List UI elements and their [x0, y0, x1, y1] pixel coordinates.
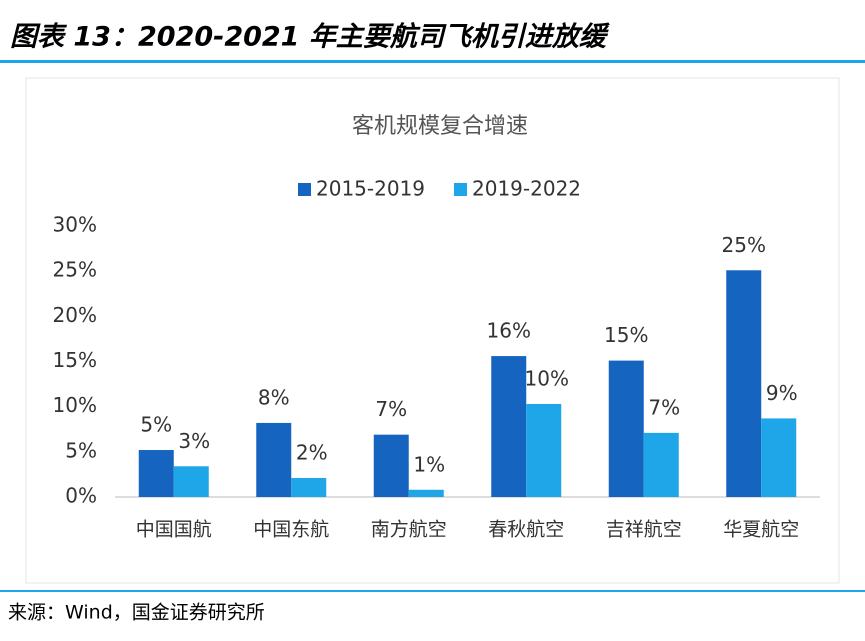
bar	[608, 360, 644, 497]
bar	[726, 270, 762, 497]
x-tick-label: 中国东航	[253, 519, 329, 541]
bar	[643, 432, 679, 497]
bar	[138, 450, 174, 497]
y-tick-label: 30%	[53, 213, 97, 237]
data-label: 16%	[487, 319, 531, 343]
data-label: 8%	[258, 385, 290, 409]
data-label: 9%	[766, 381, 798, 405]
y-tick-label: 10%	[53, 393, 97, 417]
x-tick-label: 春秋航空	[488, 519, 564, 541]
data-label: 1%	[413, 452, 445, 476]
y-tick-label: 5%	[65, 438, 97, 462]
bar	[761, 418, 797, 497]
bar	[256, 422, 292, 497]
legend-label: 2015-2019	[316, 177, 425, 201]
bar	[526, 403, 562, 497]
data-label: 10%	[525, 366, 569, 390]
x-tick-label: 吉祥航空	[606, 519, 682, 541]
plot: 0% 5% 10% 15% 20% 25% 30% 2015-2019 2019-2022 中国国…	[53, 177, 820, 541]
y-tick-label: 0%	[65, 484, 97, 508]
bar	[408, 489, 444, 497]
header-rule	[0, 60, 865, 63]
x-tick-label: 华夏航空	[723, 519, 799, 541]
source-note: 来源：Wind，国金证券研究所	[8, 602, 265, 624]
data-label: 5%	[140, 413, 172, 437]
data-label: 15%	[604, 323, 648, 347]
y-tick-label: 15%	[53, 348, 97, 372]
legend-swatch	[454, 183, 467, 196]
chart-frame	[25, 77, 840, 584]
data-label: 25%	[722, 233, 766, 257]
x-tick-label: 中国国航	[136, 519, 212, 541]
chart-title: 客机规模复合增速	[352, 114, 528, 139]
bar	[373, 434, 409, 497]
x-tick-label: 南方航空	[371, 519, 447, 541]
y-tick-label: 25%	[53, 258, 97, 282]
y-tick-label: 20%	[53, 303, 97, 327]
legend-swatch	[298, 183, 311, 196]
bar	[291, 478, 327, 497]
bar	[491, 356, 527, 497]
legend-label: 2019-2022	[472, 177, 581, 201]
data-label: 3%	[178, 429, 210, 453]
data-label: 7%	[375, 397, 407, 421]
bar	[173, 466, 209, 497]
data-label: 7%	[648, 395, 680, 419]
header-title: 图表 13：2020-2021 年主要航司飞机引进放缓	[10, 22, 610, 53]
data-label: 2%	[296, 441, 328, 465]
footer-rule	[0, 590, 865, 592]
